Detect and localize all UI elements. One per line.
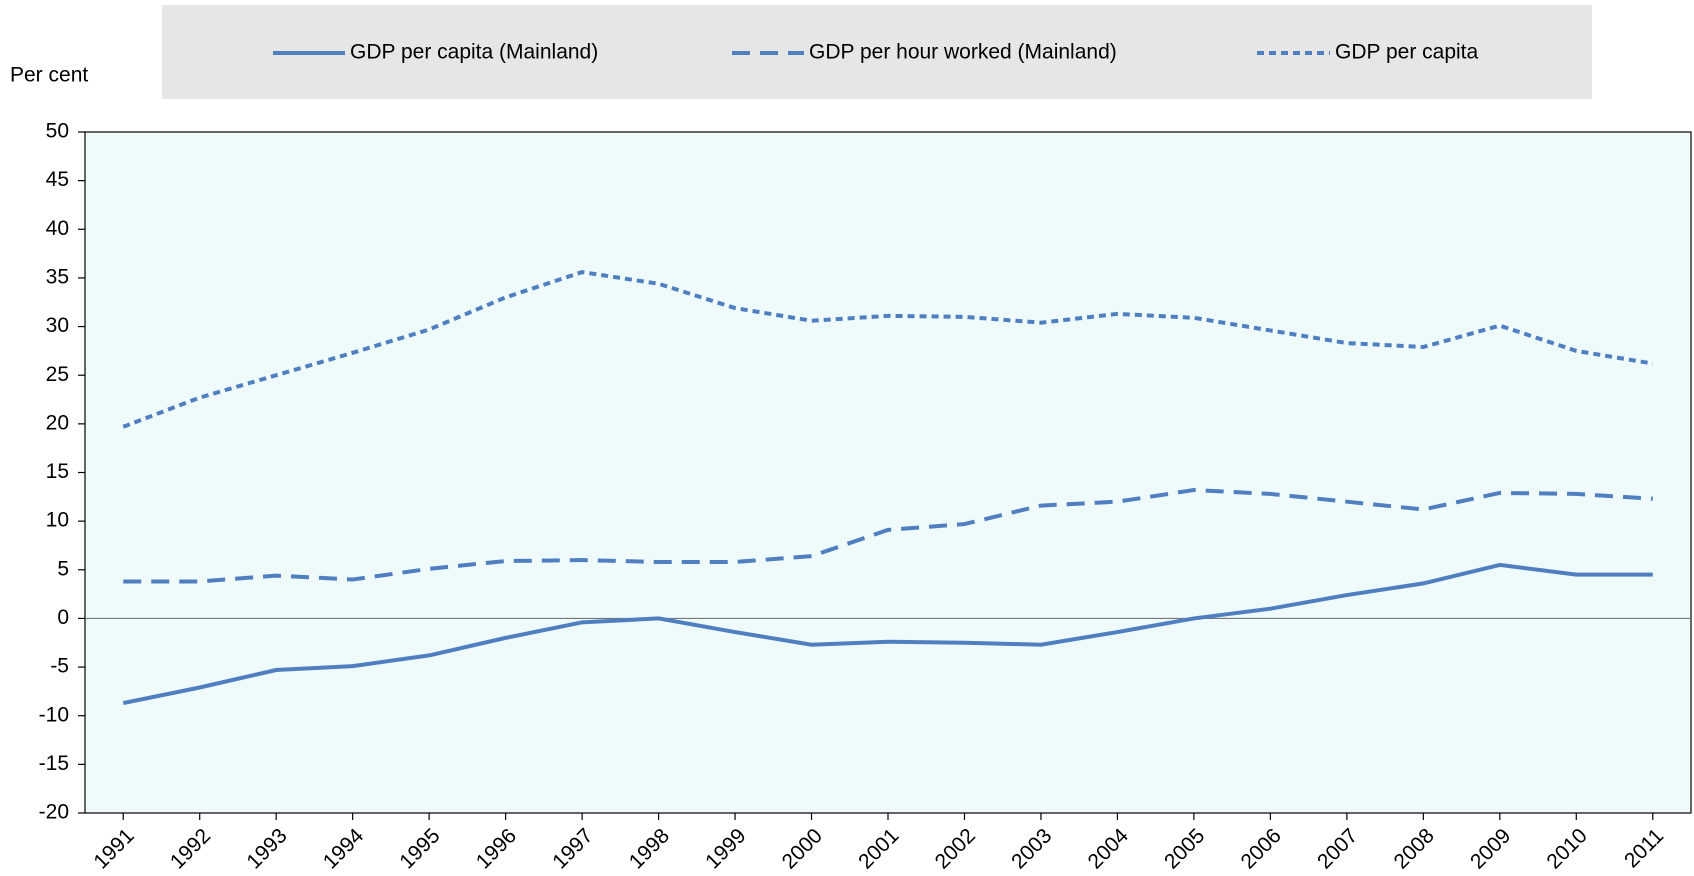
x-tick-label: 2010 <box>1542 824 1591 873</box>
x-tick-label: 2008 <box>1389 824 1438 873</box>
x-tick-label: 2009 <box>1466 824 1515 873</box>
y-tick-label: -10 <box>39 703 69 726</box>
x-tick-label: 2006 <box>1237 824 1286 873</box>
series-line <box>123 488 1653 584</box>
x-tick-label: 1993 <box>242 824 291 873</box>
y-tick-label: 5 <box>57 557 69 580</box>
y-tick-label: 10 <box>46 509 69 532</box>
y-tick-label: 35 <box>46 265 69 288</box>
x-tick-label: 2004 <box>1084 824 1134 874</box>
x-tick-label: 2002 <box>931 824 980 873</box>
legend-label: GDP per capita (Mainland) <box>350 41 598 64</box>
y-tick-label: 50 <box>46 120 69 143</box>
x-tick-label: 1995 <box>395 824 444 873</box>
legend-label: GDP per hour worked (Mainland) <box>809 41 1117 64</box>
x-tick-label: 1999 <box>701 824 750 873</box>
x-tick-label: 2000 <box>778 824 827 873</box>
y-tick-label: -5 <box>50 655 69 678</box>
y-tick-label: 40 <box>46 217 69 240</box>
series-line <box>122 562 1653 706</box>
y-tick-label: 0 <box>57 606 69 629</box>
legend-label: GDP per capita <box>1335 41 1479 64</box>
plot-area <box>84 131 1692 814</box>
x-tick-label: 2007 <box>1313 824 1362 873</box>
x-tick-label: 1992 <box>166 824 215 873</box>
y-tick-label: 45 <box>46 168 69 191</box>
legend <box>162 5 1592 99</box>
y-tick-label: 30 <box>46 314 69 337</box>
x-tick-label: 1991 <box>89 824 138 873</box>
x-tick-label: 2001 <box>854 824 903 873</box>
y-tick-label: -15 <box>39 752 69 775</box>
x-tick-label: 1994 <box>319 824 369 874</box>
series-line <box>122 270 1654 429</box>
y-axis-label: Per cent <box>10 64 88 87</box>
x-tick-label: 1996 <box>472 824 521 873</box>
y-tick-label: 20 <box>46 411 69 434</box>
x-tick-label: 1997 <box>548 824 597 873</box>
x-tick-label: 2003 <box>1007 824 1056 873</box>
x-tick-label: 2011 <box>1620 824 1668 872</box>
y-tick-label: 25 <box>46 363 69 386</box>
x-tick-label: 1998 <box>625 824 674 873</box>
y-tick-label: 15 <box>46 460 69 483</box>
y-tick-label: -20 <box>39 801 69 824</box>
x-tick-label: 2005 <box>1160 824 1209 873</box>
